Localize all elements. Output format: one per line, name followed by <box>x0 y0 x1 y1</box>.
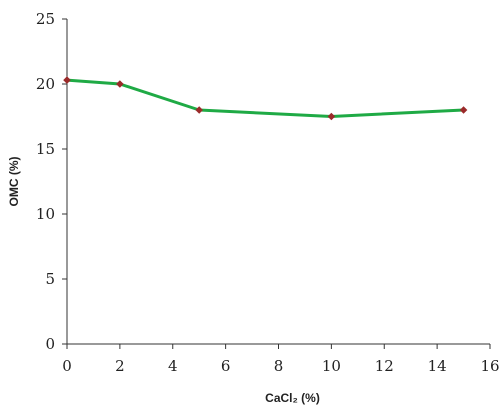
series-line <box>65 78 466 118</box>
x-ticks: 0 2 4 6 8 10 12 14 16 <box>62 344 500 375</box>
data-point <box>63 76 71 84</box>
x-tick-label: 14 <box>428 357 447 375</box>
y-tick-label: 25 <box>36 10 55 28</box>
x-tick-label: 16 <box>480 357 499 375</box>
y-tick-label: 5 <box>45 270 55 288</box>
y-tick-label: 20 <box>36 75 55 93</box>
series-layer <box>63 76 468 121</box>
x-tick-label: 12 <box>375 357 394 375</box>
x-tick-label: 8 <box>274 357 284 375</box>
data-point <box>116 80 124 88</box>
x-tick-label: 10 <box>322 357 341 375</box>
y-tick-label: 0 <box>45 335 55 353</box>
y-axis-title: OMC (%) <box>7 157 21 207</box>
x-axis-title: CaCl₂ (%) <box>265 391 320 405</box>
x-tick-label: 4 <box>168 357 178 375</box>
y-tick-label: 10 <box>36 205 55 223</box>
data-point <box>327 112 336 121</box>
x-tick-label: 0 <box>62 357 72 375</box>
y-ticks: 0 5 10 15 20 25 <box>36 10 67 353</box>
x-tick-label: 6 <box>221 357 231 375</box>
data-point <box>195 106 203 114</box>
y-tick-label: 15 <box>36 140 55 158</box>
data-point <box>459 106 468 114</box>
x-tick-label: 2 <box>115 357 125 375</box>
